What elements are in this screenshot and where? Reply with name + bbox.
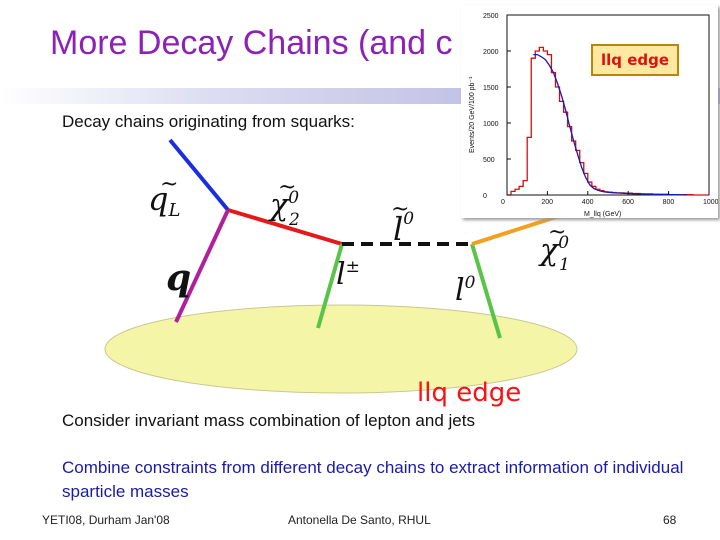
y-tick-label: 500: [483, 157, 495, 164]
subtitle: Decay chains originating from squarks:: [62, 112, 355, 131]
lepton0-label-sup: 0: [465, 273, 476, 293]
histogram-bin: [547, 55, 551, 195]
neutralino2-label-main: χ: [268, 188, 290, 223]
neutralino2-label-sup: 0: [288, 188, 299, 208]
y-tick-label: 1000: [483, 121, 499, 128]
y-tick-label: 2500: [483, 13, 499, 20]
body-text-2: Combine constraints from different decay…: [62, 458, 684, 501]
page-number: 68: [663, 513, 677, 527]
histogram-bin: [539, 47, 543, 195]
footer-left: YETI08, Durham Jan'08: [42, 513, 170, 527]
x-tick-label: 600: [622, 199, 634, 206]
slide-title: More Decay Chains (and c: [50, 24, 453, 62]
neutralino1-label-main: χ: [538, 233, 560, 268]
squark-tilde: ~: [160, 172, 178, 197]
x-tick-label: 1000: [703, 199, 718, 206]
fit-curve: [533, 53, 687, 196]
slepton-tilde: ~: [391, 197, 409, 222]
llq-edge-label: llq edge: [417, 378, 522, 408]
lepton-pm-label-sup: ±: [346, 257, 360, 277]
lepton0-label: l0: [455, 273, 476, 308]
neutralino2-tilde: ~: [278, 175, 296, 200]
x-tick-label: 400: [582, 199, 594, 206]
squark-label-main: q: [148, 180, 168, 218]
squark-line: [168, 138, 230, 212]
neutralino2-label-sub: 2: [288, 210, 300, 230]
slepton-label-sup: 0: [403, 209, 414, 229]
histogram-bin: [560, 101, 564, 195]
neutralino2-label: χ0 2: [268, 188, 300, 230]
inset-xlabel: M_llq (GeV): [584, 211, 621, 218]
lepton-pm-label-main: l: [336, 257, 346, 292]
footer-center: Antonella De Santo, RHUL: [288, 513, 431, 527]
neutralino1-label-sub: 1: [559, 255, 570, 275]
lepton-pm-line: [316, 243, 344, 329]
lepton0-line: [470, 243, 502, 339]
body-text-1: Consider invariant mass combination of l…: [62, 411, 475, 430]
quark-line: [174, 209, 230, 323]
detector-ellipse: [104, 304, 578, 394]
slepton-label-main: l: [393, 210, 403, 248]
histogram-bin: [551, 73, 555, 195]
plot-frame: [506, 14, 710, 196]
squark-label: qL: [148, 180, 180, 221]
lepton0-label-main: l: [455, 273, 465, 308]
slepton-label: l0: [393, 209, 414, 248]
inset-ylabel: Events/20 GeV/100 pb⁻¹: [469, 76, 476, 153]
llq-edge-badge: llq edge: [591, 44, 679, 76]
inset-histogram: 0 200 400 600 800 1000 0 500 1000 1500 2000 2500 Ev…: [469, 13, 719, 218]
neutralino1-label: χ0 1: [538, 233, 570, 275]
y-tick-label: 2000: [483, 49, 499, 56]
neutralino2-line: [227, 208, 343, 246]
neutralino1-label-sup: 0: [558, 233, 569, 253]
x-tick-label: 800: [663, 199, 675, 206]
inset-plot: 0 200 400 600 800 1000 0 500 1000 1500 2000 2500 Ev…: [461, 5, 719, 218]
squark-label-sub: L: [167, 200, 180, 221]
lepton-pm-label: l±: [336, 257, 360, 292]
quark-label: q: [166, 257, 191, 299]
y-tick-label: 0: [483, 193, 487, 200]
histogram-bin: [555, 87, 559, 195]
histogram-bin: [543, 51, 547, 195]
y-tick-label: 1500: [483, 85, 499, 92]
histogram-bin: [535, 51, 539, 195]
x-tick-label: 0: [501, 199, 505, 206]
neutralino1-tilde: ~: [548, 220, 566, 245]
x-tick-label: 200: [541, 199, 553, 206]
